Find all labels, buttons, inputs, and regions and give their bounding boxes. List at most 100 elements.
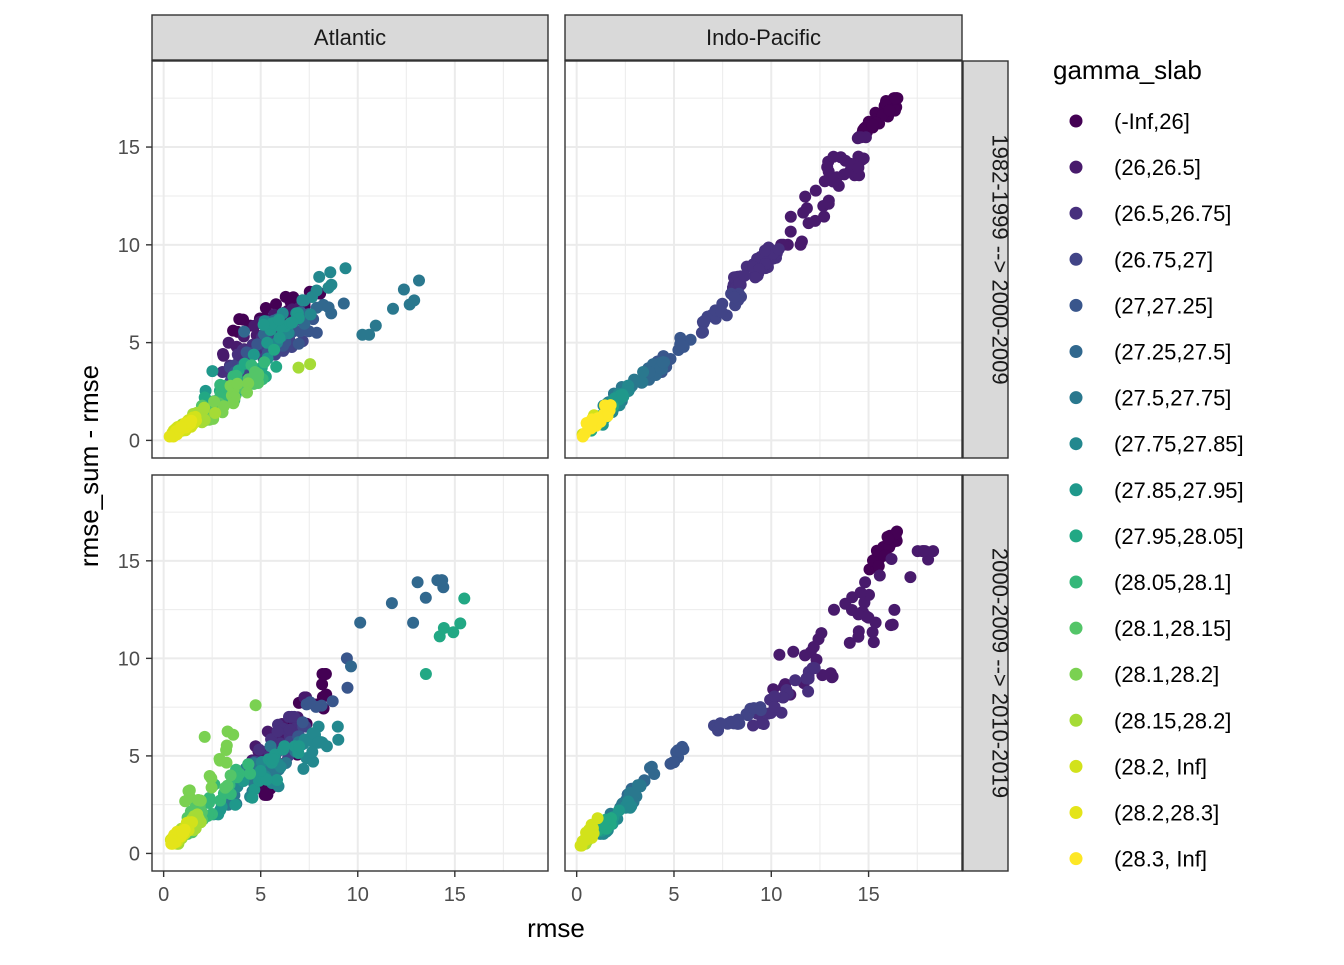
data-point bbox=[332, 733, 345, 746]
data-point bbox=[224, 769, 237, 782]
data-point bbox=[271, 725, 284, 738]
data-point bbox=[292, 361, 305, 374]
data-point bbox=[886, 618, 899, 631]
data-point bbox=[313, 270, 326, 283]
legend-key bbox=[1069, 667, 1083, 681]
data-point bbox=[789, 674, 802, 687]
legend-key bbox=[1069, 529, 1083, 543]
data-point bbox=[326, 695, 339, 708]
data-point bbox=[331, 720, 344, 733]
data-point bbox=[808, 662, 821, 675]
data-point bbox=[217, 348, 229, 360]
legend-label: (26.75,27] bbox=[1114, 247, 1213, 272]
data-point bbox=[458, 592, 471, 605]
data-point bbox=[866, 626, 879, 639]
data-point bbox=[827, 175, 840, 188]
legend-key bbox=[1069, 575, 1083, 589]
data-point bbox=[257, 318, 270, 331]
data-point bbox=[270, 360, 283, 373]
data-point bbox=[286, 316, 299, 329]
data-point bbox=[339, 262, 352, 275]
data-point bbox=[307, 727, 320, 740]
legend-label: (28.15,28.2] bbox=[1114, 708, 1231, 733]
data-point bbox=[278, 740, 291, 753]
data-point bbox=[632, 779, 644, 792]
data-point bbox=[322, 301, 335, 314]
data-point bbox=[802, 685, 815, 698]
data-point bbox=[268, 343, 281, 356]
legend-label: (27.75,27.85] bbox=[1114, 432, 1244, 457]
data-point bbox=[616, 389, 629, 402]
legend-label: (26,26.5] bbox=[1114, 155, 1201, 180]
data-point bbox=[407, 616, 420, 629]
data-point bbox=[843, 636, 856, 649]
data-point bbox=[220, 739, 233, 752]
data-point bbox=[397, 283, 410, 296]
data-point bbox=[613, 804, 625, 817]
data-point bbox=[768, 690, 781, 703]
row-strip-label: 2000-2009 --> 2010-2019 bbox=[988, 548, 1013, 798]
data-point bbox=[307, 755, 320, 768]
data-point bbox=[387, 302, 399, 315]
legend-key bbox=[1069, 806, 1083, 819]
data-point bbox=[292, 337, 305, 350]
data-point bbox=[883, 104, 896, 117]
data-point bbox=[794, 238, 807, 251]
legend-key bbox=[1069, 391, 1083, 405]
column-strip bbox=[151, 14, 549, 61]
data-point bbox=[304, 358, 317, 371]
column-strip-label: Atlantic bbox=[314, 25, 386, 50]
data-point bbox=[254, 764, 267, 777]
data-point bbox=[866, 118, 879, 131]
data-point bbox=[578, 834, 590, 847]
data-point bbox=[869, 616, 882, 629]
data-point bbox=[802, 217, 815, 230]
data-point bbox=[419, 668, 432, 680]
data-point bbox=[904, 571, 917, 584]
data-point bbox=[311, 736, 324, 749]
x-tick-label: 15 bbox=[444, 884, 466, 906]
data-point bbox=[221, 725, 234, 738]
data-point bbox=[242, 758, 255, 771]
data-point bbox=[656, 356, 669, 369]
data-point bbox=[182, 785, 195, 797]
panel-1-1 bbox=[564, 474, 963, 872]
data-point bbox=[759, 244, 771, 257]
data-point bbox=[354, 616, 367, 629]
row-strip bbox=[962, 474, 1009, 872]
legend-label: (26.5,26.75] bbox=[1114, 201, 1231, 226]
data-point bbox=[815, 627, 828, 640]
y-tick-label: 15 bbox=[118, 551, 140, 573]
legend-label: (28.05,28.1] bbox=[1114, 570, 1231, 595]
legend-key bbox=[1069, 713, 1083, 727]
x-axis-title: rmse bbox=[527, 913, 585, 943]
data-point bbox=[822, 197, 835, 210]
y-tick-label: 0 bbox=[129, 843, 140, 865]
data-point bbox=[408, 294, 421, 307]
data-point bbox=[816, 669, 829, 682]
x-tick-label: 15 bbox=[857, 884, 879, 906]
data-point bbox=[253, 743, 266, 756]
legend-key bbox=[1069, 345, 1083, 358]
data-point bbox=[728, 291, 741, 304]
data-point bbox=[251, 370, 264, 383]
data-point bbox=[826, 671, 838, 684]
legend-label: (27,27.25] bbox=[1114, 293, 1213, 318]
data-point bbox=[727, 717, 740, 730]
data-point bbox=[787, 645, 800, 658]
data-point bbox=[447, 626, 460, 639]
data-point bbox=[385, 597, 398, 610]
panel-0-0 bbox=[151, 60, 549, 459]
data-point bbox=[671, 744, 684, 757]
data-point bbox=[310, 326, 323, 339]
column-strip bbox=[564, 14, 963, 61]
legend-title: gamma_slab bbox=[1053, 55, 1202, 85]
data-point bbox=[260, 773, 273, 786]
data-point bbox=[238, 325, 251, 338]
legend-key bbox=[1069, 621, 1083, 635]
data-point bbox=[221, 779, 234, 792]
y-tick-label: 15 bbox=[118, 137, 140, 159]
data-point bbox=[674, 338, 687, 351]
data-point bbox=[802, 672, 815, 685]
data-point bbox=[192, 794, 205, 806]
